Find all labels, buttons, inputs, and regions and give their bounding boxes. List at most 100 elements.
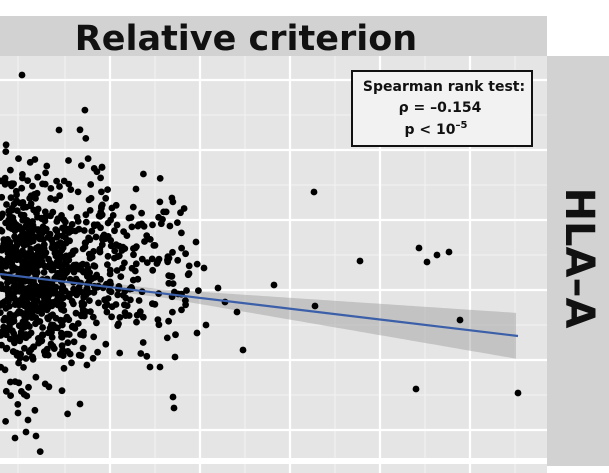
data-point bbox=[59, 224, 66, 232]
data-point bbox=[138, 255, 146, 263]
data-point bbox=[39, 324, 46, 331]
data-point bbox=[7, 180, 15, 188]
data-point bbox=[102, 194, 110, 202]
data-point bbox=[63, 313, 71, 321]
data-point bbox=[9, 214, 17, 222]
data-point bbox=[445, 248, 453, 256]
data-point bbox=[310, 188, 318, 196]
data-point bbox=[12, 288, 20, 295]
data-point bbox=[171, 353, 179, 361]
data-point bbox=[25, 269, 32, 277]
data-point bbox=[83, 361, 91, 369]
data-point bbox=[423, 258, 431, 266]
data-point bbox=[93, 168, 101, 176]
data-point bbox=[72, 309, 80, 317]
data-point bbox=[111, 227, 118, 235]
data-point bbox=[32, 373, 40, 381]
data-point bbox=[56, 183, 63, 190]
data-point bbox=[68, 359, 75, 367]
data-point bbox=[67, 204, 75, 211]
data-point bbox=[16, 354, 24, 362]
data-point bbox=[169, 248, 176, 256]
data-point bbox=[109, 212, 117, 219]
data-point bbox=[58, 342, 66, 350]
data-point bbox=[71, 247, 79, 255]
data-point bbox=[47, 185, 55, 192]
data-point bbox=[65, 290, 73, 298]
data-point bbox=[122, 312, 130, 319]
data-point bbox=[62, 256, 69, 264]
data-point bbox=[10, 317, 18, 325]
data-point bbox=[193, 329, 201, 337]
data-point bbox=[0, 363, 5, 371]
data-point bbox=[104, 252, 112, 260]
data-point bbox=[90, 221, 98, 229]
data-point bbox=[2, 387, 10, 395]
data-point bbox=[77, 331, 84, 338]
data-point bbox=[35, 292, 43, 299]
data-point bbox=[19, 261, 27, 269]
data-point bbox=[0, 227, 6, 235]
data-point bbox=[39, 244, 47, 251]
data-point bbox=[28, 314, 36, 321]
data-point bbox=[79, 344, 87, 352]
data-point bbox=[96, 248, 104, 256]
data-point bbox=[162, 208, 170, 216]
data-point bbox=[14, 297, 22, 305]
data-point bbox=[23, 217, 31, 224]
data-point bbox=[311, 302, 319, 310]
data-point bbox=[74, 320, 82, 327]
data-point bbox=[57, 239, 64, 247]
annotation-rho: ρ = –0.154 bbox=[399, 100, 482, 116]
data-point bbox=[88, 275, 95, 283]
data-point bbox=[433, 251, 441, 259]
data-point bbox=[165, 254, 173, 262]
data-point bbox=[122, 294, 130, 302]
data-point bbox=[12, 236, 20, 244]
data-point bbox=[5, 323, 13, 330]
data-point bbox=[30, 191, 38, 198]
data-point bbox=[157, 220, 165, 228]
data-point bbox=[125, 214, 133, 222]
data-point bbox=[30, 343, 38, 351]
data-point bbox=[23, 392, 31, 400]
data-point bbox=[168, 194, 176, 202]
data-point bbox=[17, 308, 25, 316]
data-point bbox=[90, 333, 98, 341]
data-point bbox=[43, 306, 51, 314]
data-point bbox=[156, 198, 164, 206]
data-point bbox=[89, 354, 97, 362]
data-point bbox=[22, 355, 30, 362]
data-point bbox=[22, 231, 30, 238]
data-point bbox=[104, 186, 111, 194]
data-point bbox=[131, 267, 139, 275]
data-point bbox=[6, 238, 14, 246]
data-point bbox=[163, 334, 171, 342]
data-point bbox=[0, 316, 8, 324]
data-point bbox=[121, 259, 128, 267]
annotation-p-prefix: p < 10 bbox=[405, 122, 456, 138]
data-point bbox=[88, 227, 96, 235]
data-point bbox=[85, 196, 93, 204]
data-point bbox=[2, 219, 9, 227]
data-point bbox=[56, 192, 64, 200]
data-point bbox=[151, 300, 159, 308]
data-point bbox=[165, 317, 173, 325]
data-point bbox=[107, 280, 114, 288]
data-point bbox=[98, 188, 105, 196]
data-point bbox=[23, 240, 31, 248]
data-point bbox=[132, 185, 140, 193]
data-point bbox=[19, 247, 26, 255]
data-point bbox=[111, 247, 119, 255]
data-point bbox=[113, 221, 121, 229]
data-point bbox=[97, 224, 104, 232]
data-point bbox=[95, 299, 102, 307]
data-point bbox=[36, 448, 44, 455]
data-point bbox=[54, 324, 61, 332]
data-point bbox=[149, 221, 156, 229]
data-point bbox=[117, 273, 125, 280]
data-point bbox=[46, 291, 53, 299]
data-point bbox=[72, 275, 80, 283]
data-point bbox=[66, 225, 73, 233]
